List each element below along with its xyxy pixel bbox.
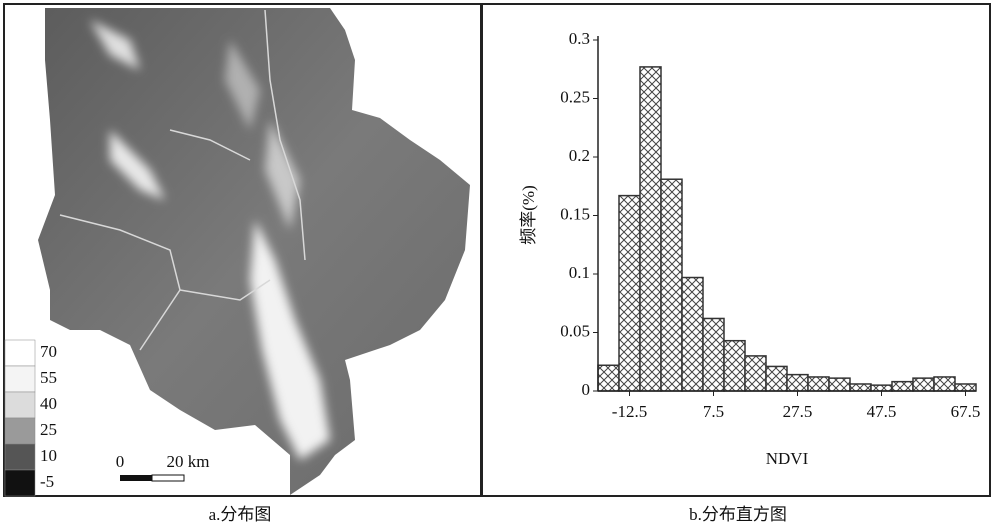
map-legend: 70 55 40 25 10 -5 [5, 340, 57, 496]
bar [934, 377, 955, 391]
y-tick-label: 0.3 [569, 29, 590, 48]
bar [955, 384, 976, 391]
x-tick-label: 67.5 [951, 402, 981, 421]
legend-swatch [5, 392, 35, 418]
x-tick-label: 27.5 [783, 402, 813, 421]
x-tick-label: -12.5 [612, 402, 647, 421]
bar [619, 196, 640, 391]
caption: a.分布图 [209, 505, 272, 524]
y-tick-label: 0.25 [560, 87, 590, 106]
bar [829, 378, 850, 391]
legend-label: 10 [40, 446, 57, 465]
legend-swatch [5, 340, 35, 366]
y-tick-label: 0.1 [569, 263, 590, 282]
bar [745, 356, 766, 391]
legend-swatch [5, 366, 35, 392]
scale-label: 20 km [167, 452, 210, 471]
y-tick-label: 0.2 [569, 146, 590, 165]
bar [640, 67, 661, 391]
y-tick-label: 0.15 [560, 204, 590, 223]
bar [787, 375, 808, 391]
chart-frame [482, 4, 990, 496]
y-axis-label: 频率(%) [519, 185, 538, 244]
y-tick-label: 0.05 [560, 321, 590, 340]
bar [703, 318, 724, 391]
x-tick-label: 7.5 [703, 402, 724, 421]
bar [808, 377, 829, 391]
bar [598, 365, 619, 391]
legend-label: 40 [40, 394, 57, 413]
scale-bar: 0 20 km [116, 452, 210, 481]
scale-label: 0 [116, 452, 125, 471]
figure: 7055402510-5 0 20 km a.分布图 b.分布直方图 NDVI … [0, 0, 995, 531]
legend-label: 70 [40, 342, 57, 361]
legend-swatch [5, 444, 35, 470]
legend-label: 55 [40, 368, 57, 387]
legend-label: -5 [40, 472, 54, 491]
bar [766, 366, 787, 391]
caption: b.分布直方图 [689, 505, 787, 524]
bar [724, 341, 745, 391]
bar [661, 179, 682, 391]
y-tick-label: 0 [582, 380, 591, 399]
bar [871, 385, 892, 391]
x-axis-label: NDVI [766, 449, 809, 468]
bar [850, 384, 871, 391]
legend-label: 25 [40, 420, 57, 439]
bar [892, 382, 913, 391]
legend-swatch [5, 418, 35, 444]
bar [913, 378, 934, 391]
legend-swatch [5, 470, 35, 496]
bar [682, 278, 703, 391]
x-tick-label: 47.5 [867, 402, 897, 421]
